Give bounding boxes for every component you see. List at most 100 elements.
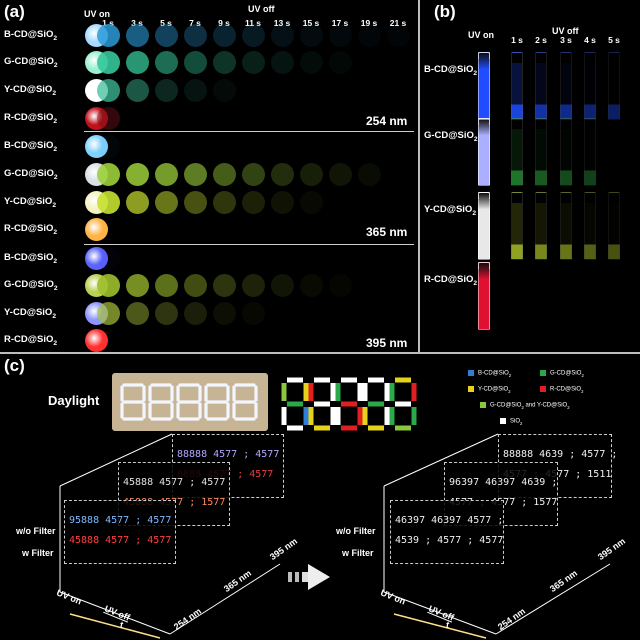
uv-off-sample-dot [213,163,236,186]
uv-off-sample-dot [97,191,120,214]
uv-off-sample-dot [242,274,265,297]
vial-glow [609,203,619,245]
uv-off-sample-dot [184,274,207,297]
sample-row-label: G-CD@SiO2 [4,168,58,181]
uv-off-sample-dot [97,51,120,74]
color-coded-digits [281,377,417,431]
time-label: 9 s [218,18,230,28]
uv-off-sample-dot [213,51,236,74]
uv-off-sample-dot [300,51,323,74]
panel-text: 88888 4639 ; 4577 ; [503,449,618,460]
uv-off-sample-dot [242,191,265,214]
uv-off-sample-dot [97,79,120,102]
right-axes [383,433,611,639]
b-time-label: 1 s [511,35,523,45]
uv-on-header: UV on [84,9,110,19]
sample-row-label: Y-CD@SiO2 [4,196,57,209]
panel-divider-horizontal [0,352,640,354]
b-time-label: 4 s [584,35,596,45]
vial-glow [561,63,571,105]
uv-off-sample-dot [387,24,410,47]
daylight-label: Daylight [48,393,100,408]
uv-off-sample-dot [242,302,265,325]
vial-glow [561,129,571,171]
wavelength-label: 365 nm [366,225,408,239]
uv-off-sample-dot [271,191,294,214]
time-label: 7 s [189,18,201,28]
vial-uv-off [535,192,547,260]
vial-uv-off [608,192,620,260]
vial-uv-off [584,192,596,260]
panel-c: (c) Daylight [0,354,640,640]
uv-off-sample-dot [97,274,120,297]
uv-on-sample-dot [85,135,108,158]
uv-off-sample-dot [300,274,323,297]
uv-off-sample-dot [126,79,149,102]
vial-uv-off [584,52,596,120]
vial-glow [536,63,546,105]
b-time-label: 5 s [608,35,620,45]
vial-uv-off [608,52,620,120]
b-row-label: B-CD@SiO2 [424,64,478,77]
uv-on-sample-dot [85,329,108,352]
uv-off-sample-dot [329,24,352,47]
uv-off-sample-dot [213,79,236,102]
legend-swatch [500,418,506,424]
sample-row-label: R-CD@SiO2 [4,334,58,347]
uv-off-sample-dot [213,274,236,297]
vial-cap [478,192,490,199]
time-label: 17 s [331,18,349,28]
uv-off-sample-dot [126,191,149,214]
uv-off-sample-dot [155,51,178,74]
vial-uv-off [535,52,547,120]
uv-off-sample-dot [184,191,207,214]
panel-text: 88888 4577 ; 4577 [177,449,280,460]
sample-row-label: Y-CD@SiO2 [4,84,57,97]
uv-off-sample-dot [213,24,236,47]
vial-uv-off [511,118,523,186]
uv-off-sample-dot [213,302,236,325]
vial-glow [512,129,522,171]
legend-swatch [480,402,486,408]
uv-off-sample-dot [242,24,265,47]
panel-text: 46397 46397 4577 ; [395,515,504,526]
vial-glow [536,203,546,245]
vial-uv-off [560,52,572,120]
uv-off-sample-dot [300,163,323,186]
vial-cap [478,262,490,269]
sample-row-label: G-CD@SiO2 [4,56,58,69]
time-label: 3 s [131,18,143,28]
vial-uv-off [511,192,523,260]
uv-off-sample-dot [329,163,352,186]
uv-off-sample-dot [271,163,294,186]
uv-off-sample-dot [242,51,265,74]
vial-uv-off [560,118,572,186]
wo-filter-label: w/o Filter [16,526,56,536]
vial-uv-on [478,262,490,330]
sample-row-label: B-CD@SiO2 [4,140,58,153]
time-label: 13 s [273,18,291,28]
legend-item: SiO2 [500,418,522,426]
vial-glow [561,203,571,245]
left-axes [59,433,281,639]
b-row-label: R-CD@SiO2 [424,274,478,287]
panel-text: 45888 4577 ; 4577 [123,477,226,488]
vial-uv-off [511,52,523,120]
uv-off-sample-dot [242,163,265,186]
uv-off-sample-dot [97,107,120,130]
uv-off-sample-dot [329,51,352,74]
uv-off-sample-dot [155,274,178,297]
vial-uv-on [478,118,490,186]
uv-off-sample-dot [155,302,178,325]
panel-a: (a) UV on UV off 1 s 3 s 5 s 7 s 9 s 11 s 13 s… [0,0,418,352]
uv-off-sample-dot [358,163,381,186]
uv-off-sample-dot [126,24,149,47]
uv-off-sample-dot [271,274,294,297]
panel-text: 96397 46397 4639 ; [449,477,558,488]
sample-row-label: B-CD@SiO2 [4,252,58,265]
w-filter-label: w Filter [22,548,54,558]
legend-item: Y-CD@SiO2 [468,386,511,394]
uv-off-sample-dot [155,163,178,186]
uv-off-header: UV off [248,4,275,14]
uv-off-sample-dot [271,24,294,47]
